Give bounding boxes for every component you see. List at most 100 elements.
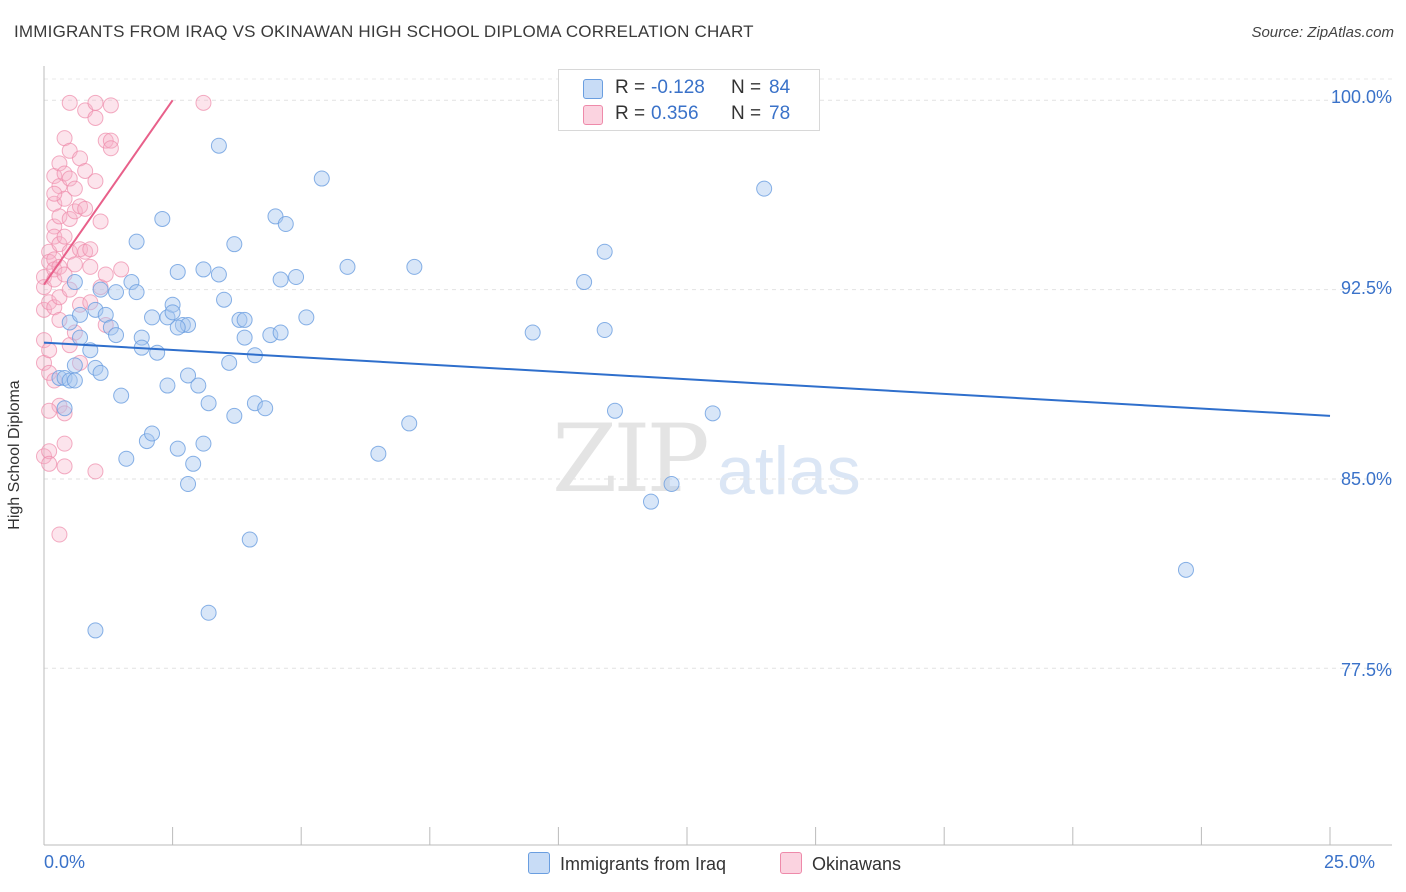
okinawa-point bbox=[41, 443, 58, 460]
iraq-point bbox=[231, 311, 248, 328]
okinawa-point bbox=[66, 256, 83, 273]
iraq-point bbox=[164, 304, 181, 321]
iraq-point bbox=[190, 377, 207, 394]
watermark-zip: ZIP bbox=[552, 405, 710, 514]
iraq-point bbox=[221, 354, 238, 371]
iraq-point bbox=[72, 306, 89, 323]
iraq-point bbox=[298, 309, 315, 326]
iraq-point bbox=[596, 322, 613, 339]
iraq-point bbox=[210, 137, 227, 154]
okinawa-point bbox=[41, 455, 58, 472]
okinawa-point bbox=[87, 94, 104, 111]
n-label: N = bbox=[731, 103, 762, 124]
iraq-point bbox=[226, 236, 243, 253]
iraq-point bbox=[200, 604, 217, 621]
iraq-point bbox=[92, 281, 109, 298]
okinawa-point bbox=[61, 94, 78, 111]
x-min-label: 0.0% bbox=[44, 852, 86, 872]
iraq-point bbox=[195, 435, 212, 452]
iraq-point bbox=[118, 450, 135, 467]
iraq-point bbox=[61, 372, 78, 389]
okinawa-point bbox=[82, 241, 99, 258]
iraq-point bbox=[288, 269, 305, 286]
iraq-point bbox=[642, 493, 659, 510]
iraq-swatch bbox=[583, 79, 603, 99]
iraq-point bbox=[262, 327, 279, 344]
okinawa-point bbox=[56, 405, 73, 422]
iraq-point bbox=[313, 170, 330, 187]
axes bbox=[43, 66, 1392, 846]
gridlines bbox=[44, 78, 1392, 669]
okinawa-point bbox=[46, 185, 63, 202]
iraq-point bbox=[66, 357, 83, 374]
y-axis-label: High School Diploma bbox=[6, 380, 23, 530]
okinawa-point bbox=[51, 155, 68, 172]
iraq-point bbox=[128, 233, 145, 250]
y-tick-label: 92.5% bbox=[1340, 278, 1392, 298]
okinawa-point bbox=[56, 458, 73, 475]
iraq-point bbox=[663, 476, 680, 493]
okinawa-point bbox=[87, 109, 104, 126]
iraq-point bbox=[226, 407, 243, 424]
y-tick-label: 100.0% bbox=[1330, 87, 1392, 107]
okinawa-point bbox=[87, 173, 104, 190]
r-value: 0.356 bbox=[651, 103, 699, 124]
iraq-point bbox=[210, 266, 227, 283]
okinawa-point bbox=[51, 526, 68, 543]
r-label: R = bbox=[615, 77, 646, 98]
iraq-point bbox=[144, 309, 161, 326]
iraq-point bbox=[180, 367, 197, 384]
okinawa-point bbox=[66, 180, 83, 197]
iraq-trend-line bbox=[43, 341, 1331, 417]
okinawa-point bbox=[56, 435, 73, 452]
iraq-point bbox=[241, 531, 258, 548]
iraq-point bbox=[236, 311, 253, 328]
y-tick-label: 77.5% bbox=[1340, 660, 1392, 680]
legend-label-iraq: Immigrants from Iraq bbox=[560, 854, 727, 874]
y-tick-label: 85.0% bbox=[1340, 469, 1392, 489]
iraq-point bbox=[236, 329, 253, 346]
legend-item-iraq[interactable]: Immigrants from Iraq bbox=[528, 852, 726, 875]
iraq-point bbox=[277, 215, 294, 232]
iraq-point bbox=[180, 316, 197, 333]
iraq-point bbox=[185, 455, 202, 472]
iraq-point bbox=[180, 476, 197, 493]
r-value: -0.128 bbox=[651, 77, 705, 98]
iraq-point bbox=[87, 622, 104, 639]
iraq-point bbox=[756, 180, 773, 197]
iraq-point bbox=[154, 210, 171, 227]
iraq-point bbox=[401, 415, 418, 432]
iraq-point bbox=[272, 271, 289, 288]
iraq-point bbox=[169, 263, 186, 280]
okinawa-point bbox=[51, 311, 68, 328]
iraq-point bbox=[370, 445, 387, 462]
iraq-point bbox=[128, 284, 145, 301]
iraq-point bbox=[123, 274, 140, 291]
legend-item-okinawans[interactable]: Okinawans bbox=[780, 852, 901, 875]
okinawa-point bbox=[113, 261, 130, 278]
okinawa-point bbox=[77, 200, 94, 217]
iraq-point bbox=[144, 425, 161, 442]
iraq-point bbox=[246, 395, 263, 412]
iraq-point bbox=[108, 284, 125, 301]
iraq-point bbox=[51, 369, 68, 386]
okinawa-point bbox=[82, 258, 99, 275]
okinawa-point bbox=[87, 463, 104, 480]
trend-lines bbox=[43, 99, 1331, 417]
iraq-point bbox=[339, 258, 356, 275]
source-credit: Source: ZipAtlas.com bbox=[1251, 24, 1394, 41]
iraq-point bbox=[257, 400, 274, 417]
okinawa-point bbox=[56, 228, 73, 245]
iraq-point bbox=[113, 387, 130, 404]
okinawa-point bbox=[102, 140, 119, 157]
iraq-point bbox=[704, 405, 721, 422]
x-max-label: 25.0% bbox=[1324, 852, 1376, 872]
stats-legend: R = -0.128 N = 84 R = 0.356 N = 78 bbox=[558, 69, 820, 131]
iraq-point bbox=[606, 402, 623, 419]
r-label: R = bbox=[615, 103, 646, 124]
iraq-point bbox=[66, 274, 83, 291]
n-value: 78 bbox=[769, 103, 791, 124]
okinawa-point bbox=[102, 97, 119, 114]
iraq-legend-swatch bbox=[528, 852, 550, 874]
